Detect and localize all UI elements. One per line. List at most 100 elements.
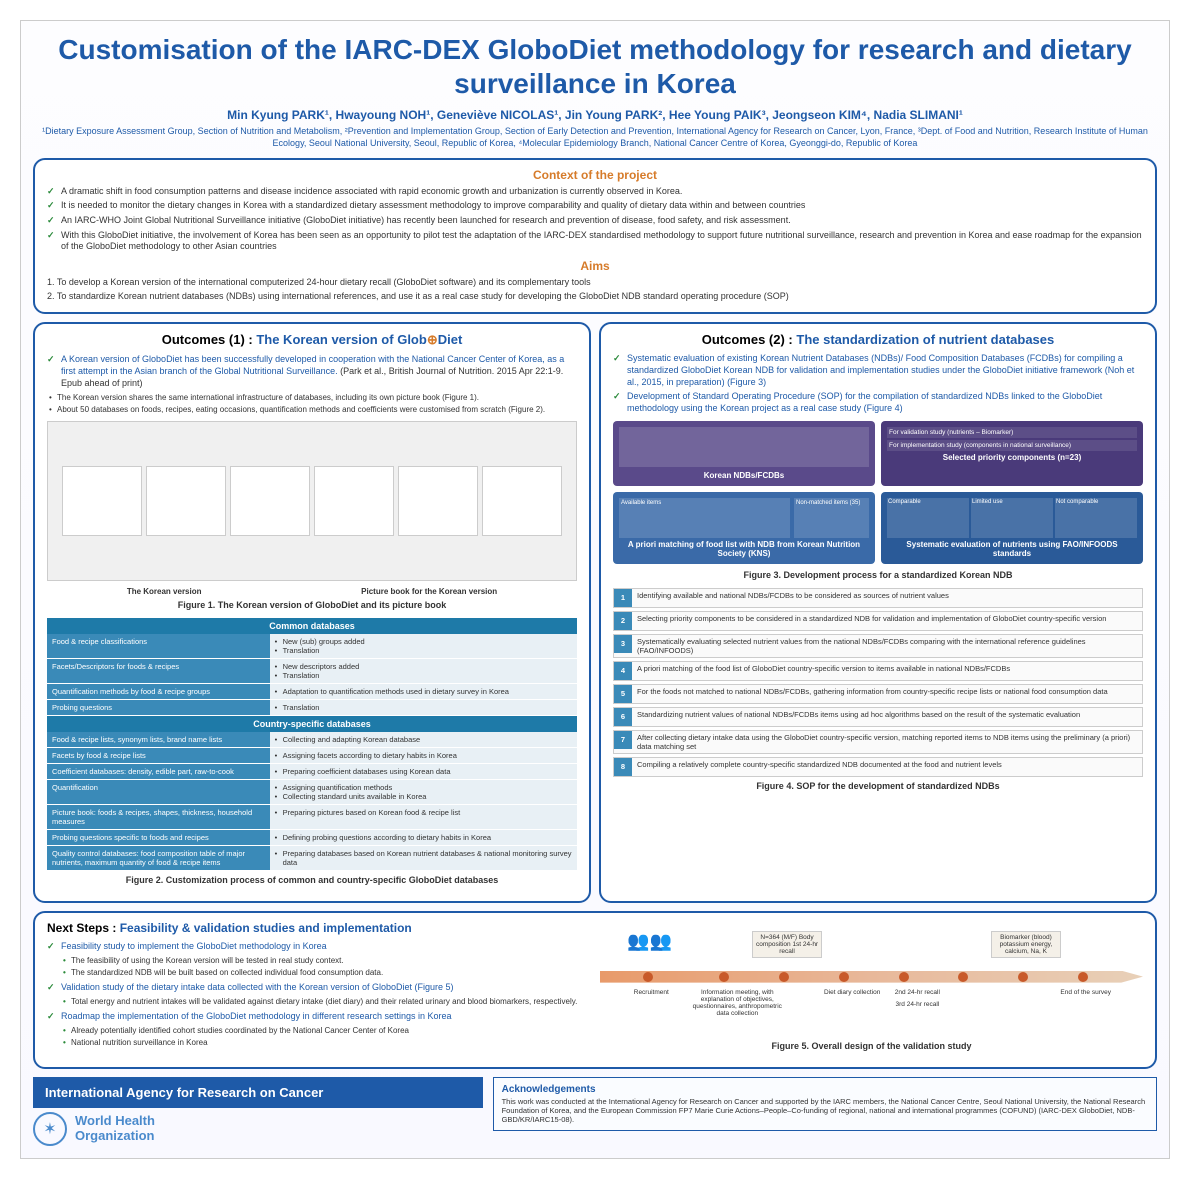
sop-text: Identifying available and national NDBs/… [632,589,1142,602]
sop-text: After collecting dietary intake data usi… [632,731,1142,753]
db-item: Adaptation to quantification methods use… [275,687,572,696]
sop-text: Standardizing nutrient values of nationa… [632,708,1142,721]
who-text: World HealthOrganization [75,1114,155,1143]
db-item: Translation [275,703,572,712]
fig3-subbox: Available items [619,498,790,538]
timeline-label: Recruitment [616,989,686,996]
fig3-subbox: Non-matched items (35) [794,498,869,538]
sop-num: 2 [614,612,632,630]
db-item: Translation [275,646,572,655]
footer: International Agency for Research on Can… [33,1077,1157,1146]
figure4-caption: Figure 4. SOP for the development of sta… [613,781,1143,791]
next-title-blue: Feasibility & validation studies and imp… [120,921,412,935]
title-block: Customisation of the IARC-DEX GloboDiet … [33,33,1157,150]
fig3-cell: For validation study (nutrients – Biomar… [881,421,1143,486]
fig3-label: Selected priority components (n=23) [887,453,1137,462]
db-cell: Preparing pictures based on Korean food … [270,804,577,829]
outcome1-title-black: Outcomes (1) : [162,332,257,347]
db-item: Defining probing questions according to … [275,833,572,842]
context-box: Context of the project A dramatic shift … [33,158,1157,315]
timeline-dot [899,972,909,982]
db-item: Preparing databases based on Korean nutr… [275,849,572,867]
outcome1-intro: A Korean version of GloboDiet has been s… [47,354,577,389]
next-item-head: Feasibility study to implement the Globo… [61,941,327,951]
sop-step: 5For the foods not matched to national N… [613,684,1143,704]
context-item: An IARC-WHO Joint Global Nutritional Sur… [47,215,1143,227]
db-item: New (sub) groups added [275,637,572,646]
common-db-header: Common databases [47,618,577,634]
fig3-label: A priori matching of food list with NDB … [619,540,869,558]
figure1-caption: Figure 1. The Korean version of GloboDie… [47,600,577,610]
who-block: ✶ World HealthOrganization [33,1112,483,1146]
outcome1-bullet: The Korean version shares the same inter… [47,393,577,403]
screenshot-thumb [230,466,310,536]
aims-list: 1. To develop a Korean version of the in… [47,277,1143,302]
who-logo-icon: ✶ [33,1112,67,1146]
db-cell: Probing questions specific to foods and … [47,829,270,845]
db-cell: Quantification [47,779,270,804]
next-right: 👥👥 N=364 (M/F) Body composition 1st 24-h… [600,921,1143,1059]
screenshot-thumb [314,466,394,536]
next-title-black: Next Steps : [47,921,120,935]
outcome2-box: Outcomes (2) : The standardization of nu… [599,322,1157,902]
fig3-subbox: Not comparable [1055,498,1137,538]
db-cell: Translation [270,699,577,715]
sop-num: 4 [614,662,632,680]
sop-step: 1Identifying available and national NDBs… [613,588,1143,608]
ack-text: This work was conducted at the Internati… [502,1097,1148,1124]
sop-step: 3Systematically evaluating selected nutr… [613,634,1143,658]
fig1-sub2: Picture book for the Korean version [361,587,497,596]
common-db-table: Common databases Food & recipe classific… [47,618,577,871]
db-cell: Assigning quantification methodsCollecti… [270,779,577,804]
sop-steps-list: 1Identifying available and national NDBs… [613,588,1143,777]
db-cell: Coefficient databases: density, edible p… [47,763,270,779]
main-title: Customisation of the IARC-DEX GloboDiet … [33,33,1157,100]
fig3-subbox: For validation study (nutrients – Biomar… [887,427,1137,438]
next-item: Validation study of the dietary intake d… [47,982,590,1007]
sop-text: For the foods not matched to national ND… [632,685,1142,698]
db-cell: Facets/Descriptors for foods & recipes [47,658,270,683]
sop-num: 7 [614,731,632,749]
next-sub: National nutrition surveillance in Korea [61,1038,590,1048]
sop-step: 6Standardizing nutrient values of nation… [613,707,1143,727]
affiliations: ¹Dietary Exposure Assessment Group, Sect… [33,126,1157,149]
next-title: Next Steps : Feasibility & validation st… [47,921,590,935]
poster: Customisation of the IARC-DEX GloboDiet … [20,20,1170,1159]
screenshot-thumb [482,466,562,536]
timeline-label: 3rd 24-hr recall [882,1001,952,1008]
db-cell: Assigning facets according to dietary ha… [270,747,577,763]
timeline-label: Diet diary collection [817,989,887,996]
next-sub: Already potentially identified cohort st… [61,1026,590,1036]
timeline-label: Information meeting, with explanation of… [692,989,782,1017]
fig1-sub1: The Korean version [127,587,202,596]
db-cell: Picture book: foods & recipes, shapes, t… [47,804,270,829]
screenshot-thumb [62,466,142,536]
fig3-cell: Korean NDBs/FCDBs [613,421,875,486]
specific-db-header: Country-specific databases [47,715,577,732]
authors: Min Kyung PARK¹, Hwayoung NOH¹, Genevièv… [33,108,1157,122]
db-item: Assigning facets according to dietary ha… [275,751,572,760]
timeline-dot [839,972,849,982]
sop-num: 3 [614,635,632,653]
next-item-head: Validation study of the dietary intake d… [61,982,454,992]
outcome1-title: Outcomes (1) : The Korean version of Glo… [47,332,577,348]
db-item: Collecting and adapting Korean database [275,735,572,744]
aims-item: 1. To develop a Korean version of the in… [47,277,1143,289]
sop-num: 1 [614,589,632,607]
timeline-diagram: 👥👥 N=364 (M/F) Body composition 1st 24-h… [600,931,1143,1031]
db-cell: New (sub) groups addedTranslation [270,634,577,659]
timeline-label: 2nd 24-hr recall [882,989,952,996]
sop-text: Compiling a relatively complete country-… [632,758,1142,771]
aims-heading: Aims [47,259,1143,273]
ack-title: Acknowledgements [502,1084,1148,1095]
sop-num: 5 [614,685,632,703]
screenshot-thumb [146,466,226,536]
db-cell: Preparing databases based on Korean nutr… [270,845,577,870]
outcome2-title: Outcomes (2) : The standardization of nu… [613,332,1143,347]
sop-num: 8 [614,758,632,776]
db-item: Assigning quantification methods [275,783,572,792]
next-list: Feasibility study to implement the Globo… [47,941,590,1048]
db-cell: Food & recipe lists, synonym lists, bran… [47,732,270,748]
db-cell: Quality control databases: food composit… [47,845,270,870]
db-cell: Collecting and adapting Korean database [270,732,577,748]
